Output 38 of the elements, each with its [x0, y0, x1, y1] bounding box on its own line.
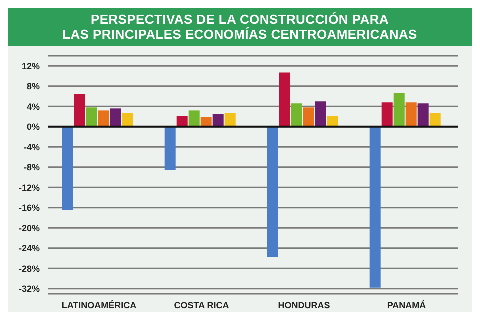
y-tick-label: -20% [18, 223, 40, 234]
chart-title: PERSPECTIVAS DE LA CONSTRUCCIÓN PARA LAS PRINCIPALES ECONOMÍAS CENTROAMERICANAS [62, 12, 418, 42]
bar [394, 92, 405, 127]
bar [303, 108, 314, 127]
bar [86, 108, 98, 127]
bar [406, 102, 417, 127]
y-tick-label: -24% [18, 244, 40, 254]
bar [164, 126, 176, 170]
bar [110, 108, 122, 127]
bar [62, 126, 74, 210]
bar [98, 110, 110, 127]
y-tick-label: -12% [18, 182, 40, 193]
bar [74, 94, 86, 127]
y-tick-label: 12% [22, 61, 40, 72]
y-tick-label: 0% [26, 122, 40, 132]
y-tick-label: -32% [18, 284, 40, 294]
x-tick-label: PANAMÁ [387, 300, 427, 310]
x-tick-label: HONDURAS [278, 300, 330, 310]
bar [212, 114, 224, 127]
y-tick-label: 4% [26, 102, 40, 112]
y-tick-label: -4% [24, 142, 40, 152]
bar [267, 126, 278, 258]
y-tick-label: 8% [26, 82, 40, 92]
bar [122, 113, 134, 127]
bar [315, 102, 326, 127]
y-tick-label: -8% [24, 162, 40, 173]
bar [430, 113, 441, 127]
bar [370, 126, 381, 288]
x-tick-label: LATINOAMÉRICA [62, 300, 138, 310]
bar [382, 102, 393, 127]
bar [279, 72, 290, 127]
y-tick-label: -28% [18, 264, 40, 274]
bar [418, 104, 429, 127]
bar [188, 110, 200, 127]
bar [224, 113, 236, 127]
x-tick-label: COSTA RICA [174, 300, 230, 310]
bar [291, 104, 302, 127]
y-tick-label: -16% [18, 203, 40, 214]
